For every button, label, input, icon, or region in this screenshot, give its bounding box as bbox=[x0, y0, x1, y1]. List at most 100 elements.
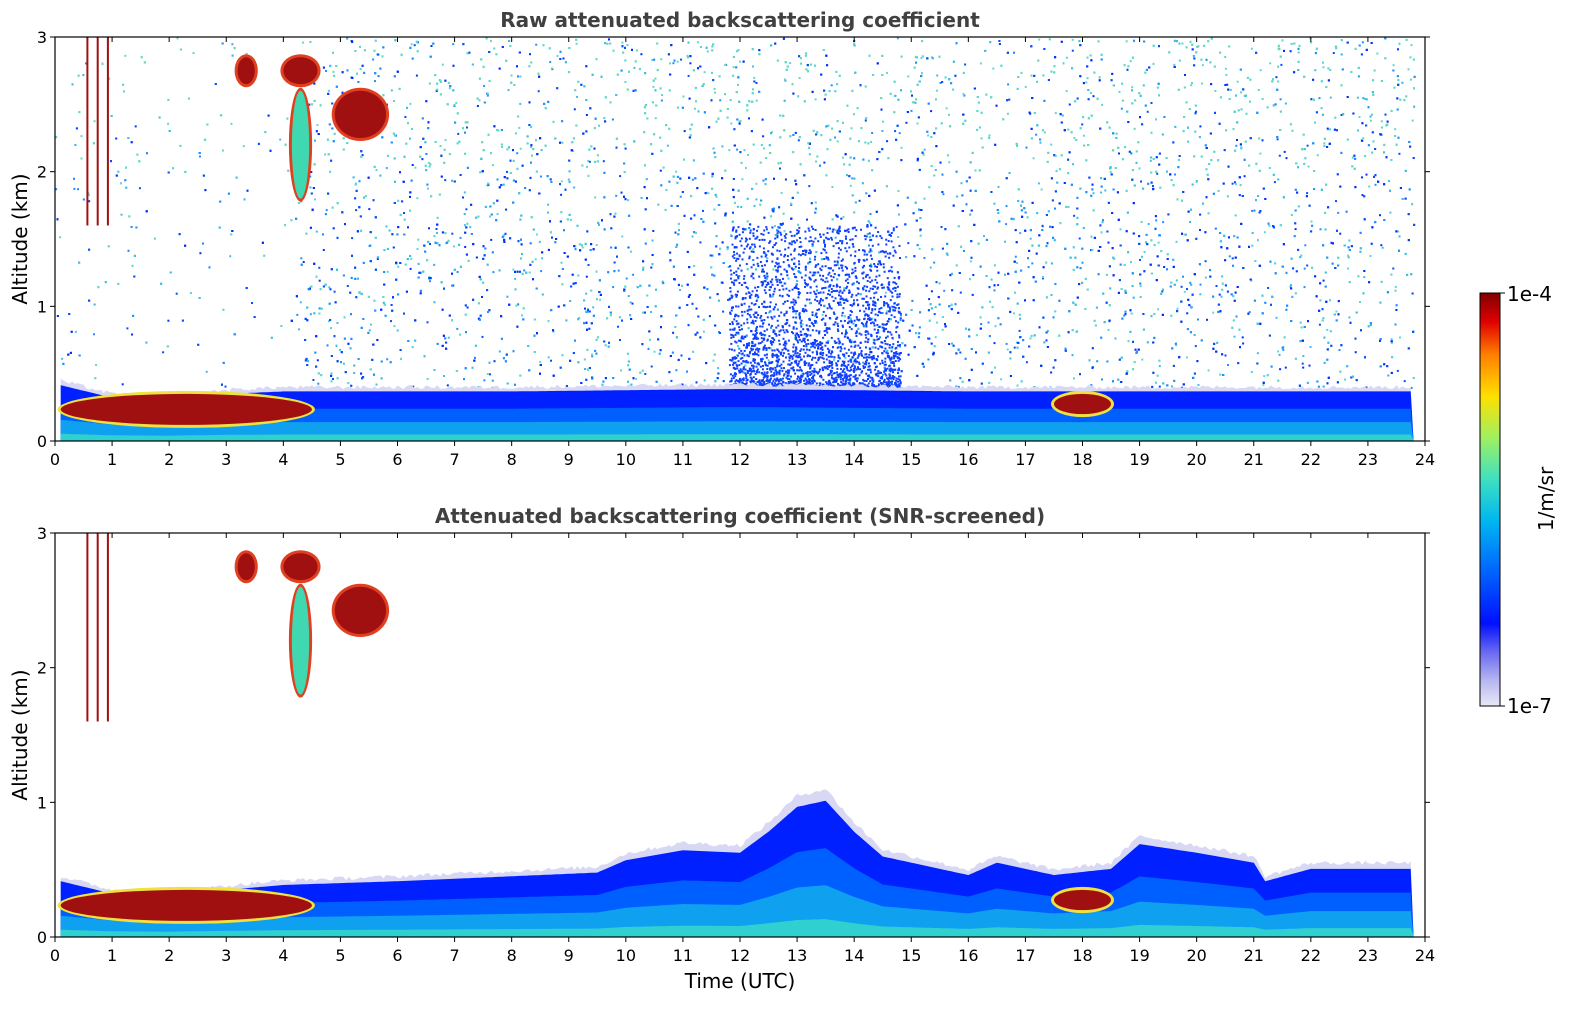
x-tick-label: 3 bbox=[221, 946, 231, 965]
x-tick-label: 2 bbox=[164, 450, 174, 469]
y-tick-label: 1 bbox=[37, 793, 47, 812]
x-tick-label: 7 bbox=[449, 450, 459, 469]
x-tick-label: 10 bbox=[616, 946, 636, 965]
y-tick-label: 0 bbox=[37, 928, 47, 947]
raw-panel: Raw attenuated backscattering coefficien… bbox=[8, 8, 1435, 469]
feature-precipitation-streak bbox=[291, 586, 310, 695]
raw-y-axis: 0 1 2 3 bbox=[37, 28, 1430, 451]
screened-panel: Attenuated backscattering coefficient (S… bbox=[8, 504, 1435, 993]
x-tick-label: 19 bbox=[1129, 946, 1149, 965]
raw-x-axis: 0 1 2 3 4 5 6 7 8 9 10 11 12 13 14 15 16 17 18 19 20 21 22 23 24 bbox=[50, 37, 1435, 469]
x-tick-label: 10 bbox=[616, 450, 636, 469]
x-tick-label: 6 bbox=[392, 946, 402, 965]
x-tick-label: 0 bbox=[50, 450, 60, 469]
x-tick-label: 8 bbox=[507, 450, 517, 469]
x-tick-label: 9 bbox=[564, 946, 574, 965]
y-tick-label: 0 bbox=[37, 432, 47, 451]
screened-x-axis: 0 1 2 3 4 5 6 7 8 9 10 11 12 13 14 15 16 17 18 19 20 21 22 23 24 bbox=[50, 533, 1435, 965]
feature-streak bbox=[86, 37, 89, 226]
feature-streak bbox=[106, 37, 109, 226]
feature-aerosol-layer bbox=[60, 889, 312, 921]
x-tick-label: 8 bbox=[507, 946, 517, 965]
x-tick-label: 23 bbox=[1358, 450, 1378, 469]
y-tick-label: 2 bbox=[37, 659, 47, 678]
x-tick-label: 21 bbox=[1244, 946, 1264, 965]
x-tick-label: 14 bbox=[844, 450, 864, 469]
x-tick-label: 21 bbox=[1244, 450, 1264, 469]
x-tick-label: 6 bbox=[392, 450, 402, 469]
feature-streak bbox=[96, 533, 99, 722]
y-tick-label: 3 bbox=[37, 28, 47, 47]
feature-streak bbox=[96, 37, 99, 226]
screened-panel-title: Attenuated backscattering coefficient (S… bbox=[435, 504, 1045, 528]
x-tick-label: 17 bbox=[1015, 450, 1035, 469]
x-tick-label: 14 bbox=[844, 946, 864, 965]
boundary-layer-band bbox=[60, 433, 1414, 441]
x-tick-label: 19 bbox=[1129, 450, 1149, 469]
x-tick-label: 22 bbox=[1301, 450, 1321, 469]
y-tick-label: 1 bbox=[37, 297, 47, 316]
x-tick-label: 2 bbox=[164, 946, 174, 965]
feature-streak bbox=[86, 533, 89, 722]
colorbar-min-label: 1e-7 bbox=[1507, 694, 1552, 718]
x-tick-label: 15 bbox=[901, 946, 921, 965]
x-tick-label: 20 bbox=[1186, 450, 1206, 469]
x-tick-label: 4 bbox=[278, 450, 288, 469]
boundary-layer-band bbox=[60, 919, 1414, 937]
noise-speckle bbox=[55, 37, 1416, 390]
feature-cloud bbox=[237, 553, 255, 581]
x-tick-label: 12 bbox=[730, 946, 750, 965]
screened-ylabel: Altitude (km) bbox=[8, 669, 32, 800]
feature-aerosol-layer bbox=[1054, 889, 1111, 911]
raw-panel-title: Raw attenuated backscattering coefficien… bbox=[500, 8, 980, 32]
features bbox=[57, 37, 1114, 428]
screened-xlabel: Time (UTC) bbox=[684, 969, 796, 993]
feature-aerosol-layer bbox=[1054, 393, 1111, 415]
feature-cloud bbox=[283, 57, 318, 85]
feature-cloud bbox=[334, 90, 387, 138]
x-tick-label: 24 bbox=[1415, 946, 1435, 965]
x-tick-label: 11 bbox=[673, 450, 693, 469]
x-tick-label: 17 bbox=[1015, 946, 1035, 965]
colorbar: 1e-4 1e-7 1/m/sr bbox=[1479, 282, 1558, 718]
raw-heatmap bbox=[55, 37, 1416, 441]
x-tick-label: 4 bbox=[278, 946, 288, 965]
colorbar-max-label: 1e-4 bbox=[1507, 282, 1552, 306]
x-tick-label: 16 bbox=[958, 450, 978, 469]
x-tick-label: 18 bbox=[1072, 946, 1092, 965]
x-tick-label: 23 bbox=[1358, 946, 1378, 965]
x-tick-label: 12 bbox=[730, 450, 750, 469]
x-tick-label: 1 bbox=[107, 946, 117, 965]
feature-cloud bbox=[283, 553, 318, 581]
x-tick-label: 18 bbox=[1072, 450, 1092, 469]
x-tick-label: 13 bbox=[787, 946, 807, 965]
screened-heatmap bbox=[57, 533, 1414, 937]
screened-y-axis: 0 1 2 3 bbox=[37, 524, 1430, 947]
x-tick-label: 7 bbox=[449, 946, 459, 965]
colorbar-gradient bbox=[1479, 292, 1501, 707]
x-tick-label: 3 bbox=[221, 450, 231, 469]
x-tick-label: 9 bbox=[564, 450, 574, 469]
feature-precipitation-streak bbox=[291, 90, 310, 199]
x-tick-label: 20 bbox=[1186, 946, 1206, 965]
x-tick-label: 24 bbox=[1415, 450, 1435, 469]
feature-streak bbox=[106, 533, 109, 722]
x-tick-label: 5 bbox=[335, 946, 345, 965]
feature-cloud bbox=[237, 57, 255, 85]
x-tick-label: 1 bbox=[107, 450, 117, 469]
feature-cloud bbox=[334, 586, 387, 635]
features bbox=[57, 533, 1114, 924]
colorbar-unit-label: 1/m/sr bbox=[1534, 466, 1558, 531]
x-tick-label: 11 bbox=[673, 946, 693, 965]
x-tick-label: 22 bbox=[1301, 946, 1321, 965]
x-tick-label: 15 bbox=[901, 450, 921, 469]
x-tick-label: 13 bbox=[787, 450, 807, 469]
y-tick-label: 2 bbox=[37, 163, 47, 182]
boundary-layer-band bbox=[60, 885, 1414, 937]
x-tick-label: 0 bbox=[50, 946, 60, 965]
raw-ylabel: Altitude (km) bbox=[8, 173, 32, 304]
feature-aerosol-layer bbox=[60, 393, 312, 425]
y-tick-label: 3 bbox=[37, 524, 47, 543]
x-tick-label: 5 bbox=[335, 450, 345, 469]
